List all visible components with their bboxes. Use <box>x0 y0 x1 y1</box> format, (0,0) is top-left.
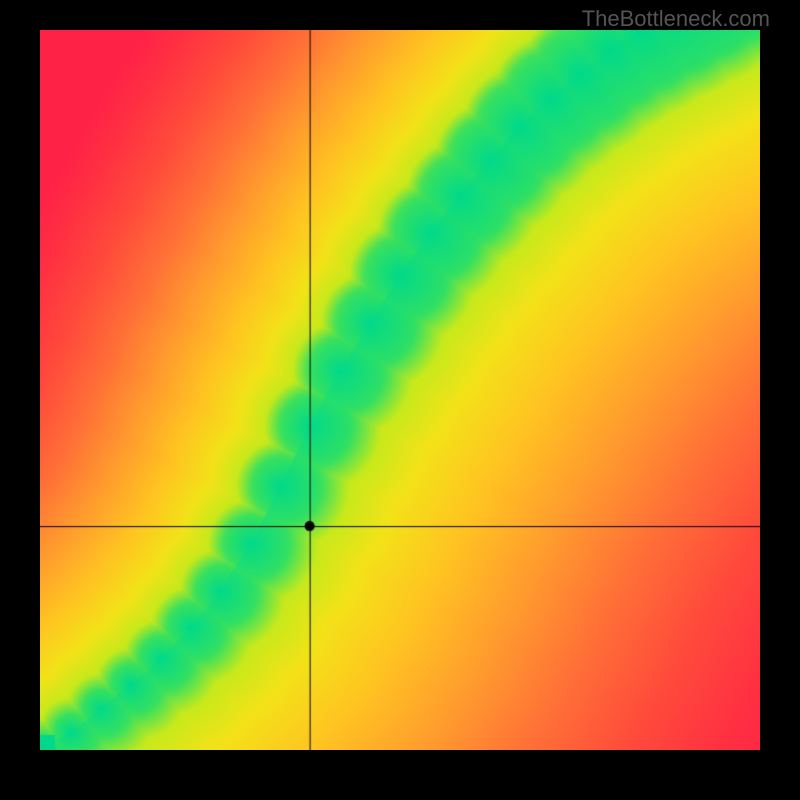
chart-area <box>40 30 760 750</box>
chart-container: TheBottleneck.com <box>0 0 800 800</box>
watermark: TheBottleneck.com <box>582 6 770 32</box>
heatmap-canvas <box>40 30 760 750</box>
